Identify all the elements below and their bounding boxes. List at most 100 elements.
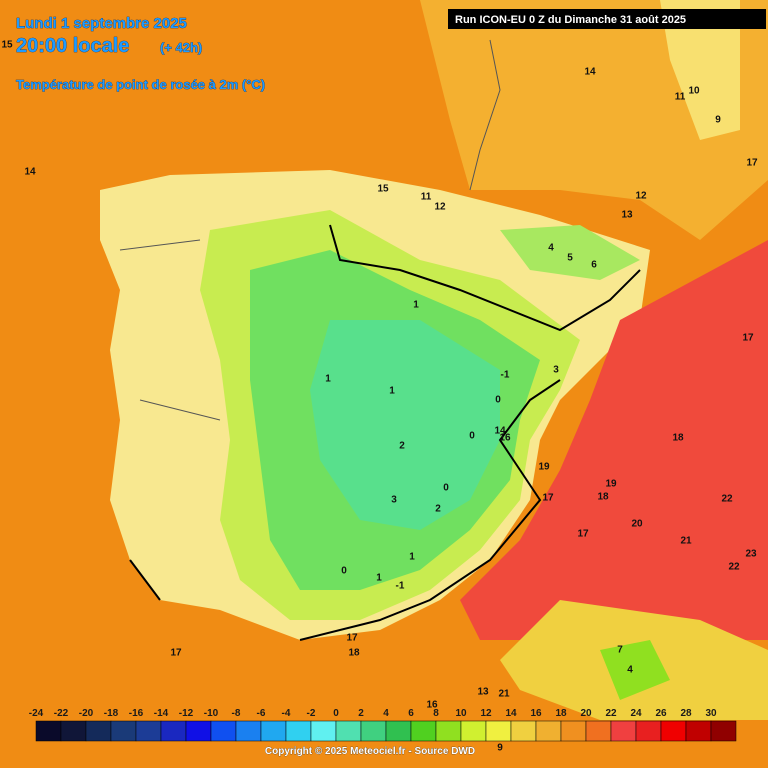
coastline — [129, 224, 641, 641]
contour-label: 22 — [721, 494, 733, 505]
legend-swatch — [135, 720, 162, 742]
legend-swatch — [360, 720, 387, 742]
legend-swatch — [460, 720, 487, 742]
contour-label: 14 — [494, 426, 506, 437]
legend-swatch — [510, 720, 537, 742]
contour-label: 18 — [597, 492, 609, 503]
mediterranean-warm — [460, 240, 768, 640]
legend-swatch — [235, 720, 262, 742]
legend-tick-label: -18 — [104, 708, 119, 719]
alps-zone — [660, 0, 740, 140]
contour-label: 18 — [348, 648, 360, 659]
legend-swatch — [610, 720, 637, 742]
date: Lundi 1 septembre 2025 — [16, 15, 187, 32]
legend-tick-label: -2 — [307, 708, 316, 719]
legend-swatch — [85, 720, 112, 742]
contour-label: 15 — [1, 40, 13, 51]
legend-swatch — [560, 720, 587, 742]
contour-label: 16 — [426, 700, 438, 711]
legend-tick-label: -24 — [29, 708, 44, 719]
contour-label: 5 — [567, 253, 573, 264]
contour-label: 2 — [399, 441, 405, 452]
contour-label: 21 — [498, 689, 510, 700]
legend-tick-label: -12 — [179, 708, 194, 719]
legend-swatch — [310, 720, 337, 742]
contour-label: 19 — [605, 479, 617, 490]
contour-label: 17 — [346, 633, 358, 644]
legend-tick-label: -14 — [154, 708, 169, 719]
legend-swatch — [285, 720, 312, 742]
contour-label: 6 — [591, 260, 597, 271]
legend-swatch — [110, 720, 137, 742]
contour-label: 18 — [672, 433, 684, 444]
legend-swatch — [585, 720, 612, 742]
legend-swatch — [160, 720, 187, 742]
contour-label: 9 — [715, 115, 721, 126]
legend-swatch — [210, 720, 237, 742]
legend-tick-label: 6 — [408, 708, 414, 719]
contour-label: 10 — [688, 86, 700, 97]
legend-tick-label: 18 — [555, 708, 567, 719]
contour-label: 22 — [728, 562, 740, 573]
copyright: Copyright © 2025 Meteociel.fr - Source D… — [265, 746, 475, 757]
lead: (+ 42h) — [160, 40, 202, 55]
legend-tick-label: 30 — [705, 708, 717, 719]
contour-label: 13 — [621, 210, 633, 221]
contour-label: 17 — [170, 648, 182, 659]
contour-label: 11 — [675, 92, 686, 103]
contour-label: 0 — [495, 395, 501, 406]
contour-label: 0 — [341, 566, 347, 577]
legend-tick-label: 20 — [580, 708, 592, 719]
legend-tick-label: 14 — [505, 708, 517, 719]
legend-tick-label: -6 — [257, 708, 266, 719]
contour-label: 3 — [391, 495, 397, 506]
contour-label: 17 — [542, 493, 554, 504]
run-box — [448, 9, 766, 29]
legend-swatch — [485, 720, 512, 742]
contour-label: -1 — [501, 370, 510, 381]
contour-label: 15 — [377, 184, 389, 195]
legend-swatch — [185, 720, 212, 742]
time: 20:00 locale — [16, 35, 129, 57]
legend-swatch — [60, 720, 87, 742]
legend-swatch — [535, 720, 562, 742]
legend-tick-label: 26 — [655, 708, 667, 719]
atlas-zone — [600, 640, 670, 700]
contour-label: 0 — [469, 431, 475, 442]
contour-label: 1 — [376, 573, 382, 584]
legend-tick-label: -20 — [79, 708, 94, 719]
contour-label: 11 — [421, 192, 432, 203]
contour-label: 1 — [409, 552, 415, 563]
legend-tick-label: 12 — [480, 708, 492, 719]
contour-label: 7 — [617, 645, 623, 656]
contour-label: 14 — [24, 167, 36, 178]
legend-swatch — [685, 720, 712, 742]
legend-swatch — [260, 720, 287, 742]
contour-label: 19 — [538, 462, 550, 473]
contour-label: 12 — [434, 202, 446, 213]
legend-tick-label: 10 — [455, 708, 467, 719]
legend-swatch — [710, 720, 737, 742]
contour-label: 17 — [577, 529, 589, 540]
run: Run ICON-EU 0 Z du Dimanche 31 août 2025 — [455, 14, 686, 26]
iberia-mint — [310, 320, 500, 530]
legend-tick-label: -8 — [232, 708, 241, 719]
contour-label: 17 — [742, 333, 754, 344]
legend-tick-label: 16 — [530, 708, 542, 719]
contour-label: 4 — [627, 665, 633, 676]
contour-label: 21 — [680, 536, 692, 547]
legend-tick-label: -10 — [204, 708, 219, 719]
legend-swatch — [385, 720, 412, 742]
contour-label: -1 — [396, 581, 405, 592]
contour-label: 1 — [389, 386, 395, 397]
contour-label: 20 — [631, 519, 643, 530]
legend-tick-label: 28 — [680, 708, 692, 719]
legend-tick-label: -4 — [282, 708, 291, 719]
legend-tick-label: 2 — [358, 708, 364, 719]
contour-label: 0 — [443, 483, 449, 494]
contour-label: 3 — [553, 365, 559, 376]
legend-swatch — [435, 720, 462, 742]
legend-tick-label: 4 — [383, 708, 389, 719]
contour-label: 13 — [477, 687, 489, 698]
